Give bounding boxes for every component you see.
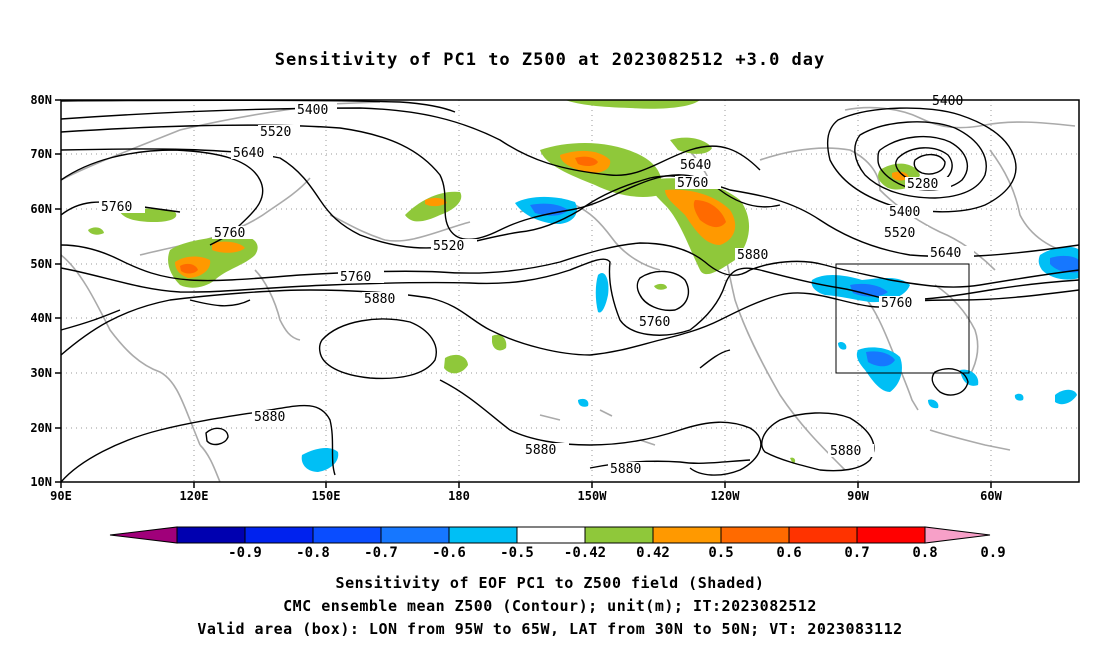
contour-label: 5880 — [737, 248, 768, 263]
colorbar-segment — [856, 526, 926, 544]
contour-label: 5520 — [260, 125, 291, 140]
contour-label: 5520 — [884, 226, 915, 241]
contour-label: 5880 — [364, 292, 395, 307]
colorbar-label: -0.8 — [296, 545, 330, 561]
colorbar-label: 0.42 — [636, 545, 670, 561]
caption-valid-area: Valid area (box): LON from 95W to 65W, L… — [197, 620, 903, 638]
lon-label: 150E — [312, 489, 341, 503]
colorbar-segment — [176, 526, 246, 544]
lat-label: 50N — [30, 257, 52, 271]
lon-label: 90E — [50, 489, 72, 503]
lon-label: 60W — [980, 489, 1002, 503]
lat-label: 60N — [30, 202, 52, 216]
contour-label: 5880 — [254, 410, 285, 425]
contour-labels: 5400 5520 5640 5760 5760 5760 5520 5880 … — [99, 94, 976, 477]
lat-label: 80N — [30, 93, 52, 107]
lon-label: 90W — [847, 489, 869, 503]
contour-label: 5400 — [932, 94, 963, 109]
contour-label: 5880 — [525, 443, 556, 458]
lat-labels: 80N 70N 60N 50N 40N 30N 20N 10N — [30, 93, 52, 489]
lon-labels: 90E 120E 150E 180 150W 120W 90W 60W — [50, 489, 1002, 503]
colorbar-label: 0.5 — [708, 545, 733, 561]
lat-label: 30N — [30, 366, 52, 380]
contour-label: 5760 — [881, 296, 912, 311]
contour-label: 5520 — [433, 239, 464, 254]
contour-label: 5760 — [639, 315, 670, 330]
lon-label: 150W — [578, 489, 608, 503]
contour-label: 5400 — [889, 205, 920, 220]
map-title: Sensitivity of PC1 to Z500 at 2023082512… — [274, 50, 826, 70]
colorbar-label: 0.7 — [844, 545, 869, 561]
colorbar-segment — [652, 526, 722, 544]
colorbar: -0.9 -0.8 -0.7 -0.6 -0.5 -0.42 0.42 0.5 0.6 0.7 0.… — [109, 526, 1006, 561]
colorbar-label: -0.5 — [500, 545, 534, 561]
lon-label: 120E — [180, 489, 209, 503]
lat-label: 70N — [30, 147, 52, 161]
contour-label: 5880 — [610, 462, 641, 477]
colorbar-label: 0.8 — [912, 545, 937, 561]
colorbar-segment — [788, 526, 858, 544]
colorbar-label: -0.6 — [432, 545, 466, 561]
contour-label: 5640 — [233, 146, 264, 161]
colorbar-label: -0.7 — [364, 545, 398, 561]
colorbar-segment — [312, 526, 382, 544]
contour-label: 5640 — [930, 246, 961, 261]
lon-label: 120W — [711, 489, 741, 503]
colorbar-segment — [720, 526, 790, 544]
caption-shaded: Sensitivity of EOF PC1 to Z500 field (Sh… — [335, 574, 765, 592]
axis-ticks — [55, 99, 992, 488]
map-frame — [60, 99, 1080, 483]
colorbar-arrow-left — [109, 526, 178, 544]
lat-label: 20N — [30, 421, 52, 435]
valid-area-box — [835, 263, 970, 374]
colorbar-segment — [244, 526, 314, 544]
colorbar-label: 0.6 — [776, 545, 801, 561]
contour-label: 5400 — [297, 103, 328, 118]
contour-label: 5760 — [101, 200, 132, 215]
contour-label: 5640 — [680, 158, 711, 173]
colorbar-label: 0.9 — [980, 545, 1005, 561]
colorbar-segment — [584, 526, 654, 544]
colorbar-segment — [448, 526, 518, 544]
colorbar-label: -0.9 — [228, 545, 262, 561]
contour-label: 5760 — [340, 270, 371, 285]
sensitivity-shading — [88, 100, 1079, 472]
caption-contour: CMC ensemble mean Z500 (Contour); unit(m… — [283, 597, 817, 615]
contour-label: 5280 — [907, 177, 938, 192]
contour-label: 5760 — [214, 226, 245, 241]
lon-label: 180 — [448, 489, 470, 503]
colorbar-label: -0.42 — [564, 545, 606, 561]
colorbar-segment — [516, 526, 586, 544]
lat-label: 40N — [30, 311, 52, 325]
lat-label: 10N — [30, 475, 52, 489]
colorbar-arrow-right — [924, 526, 991, 544]
contour-label: 5760 — [677, 176, 708, 191]
colorbar-segment — [380, 526, 450, 544]
contour-label: 5880 — [830, 444, 861, 459]
